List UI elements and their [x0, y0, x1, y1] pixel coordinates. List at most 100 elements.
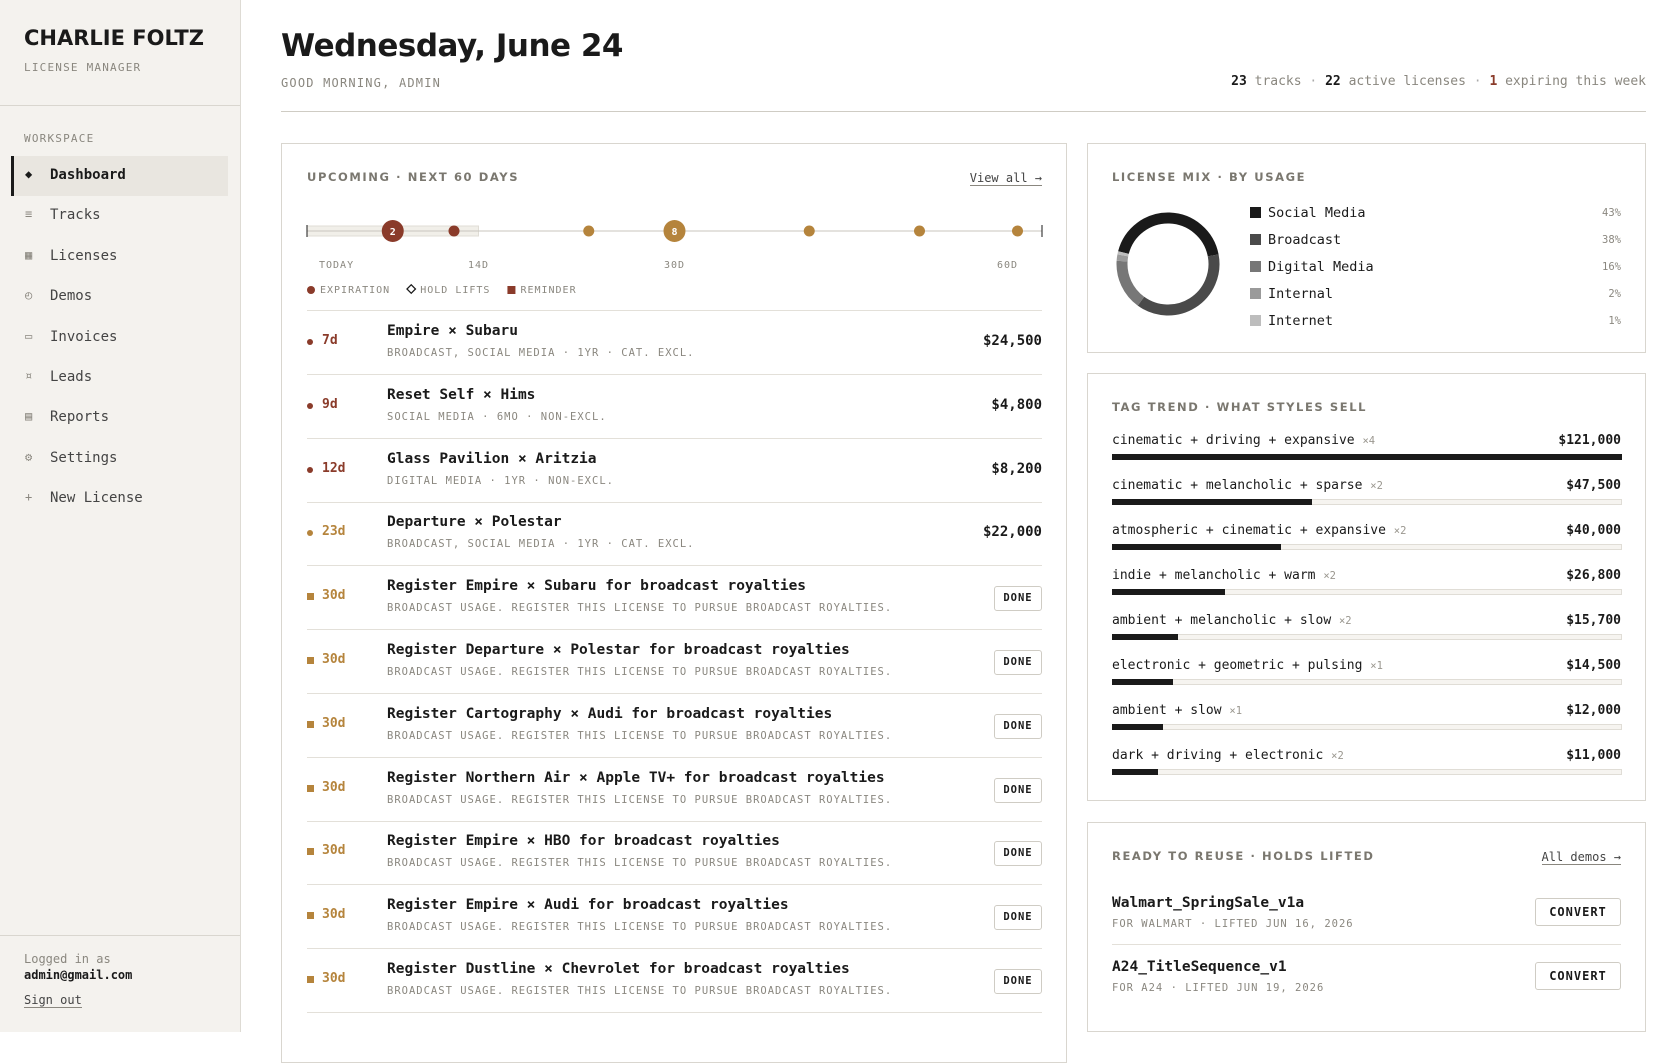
nav-item[interactable]: ◴ Demos	[11, 277, 228, 317]
tag-value: $15,700	[1566, 613, 1621, 628]
nav-item[interactable]: ◆ Dashboard	[11, 156, 228, 196]
legend-swatch	[1250, 288, 1261, 299]
nav-label: New License	[50, 490, 143, 507]
bar	[1112, 454, 1622, 460]
bar	[1112, 769, 1159, 775]
sign-out[interactable]: Sign out	[24, 993, 82, 1008]
done-button[interactable]: DONE	[994, 713, 1042, 739]
timeline-marker	[914, 225, 925, 237]
tag-names: indie + melancholic + warm	[1112, 568, 1316, 583]
convert-button[interactable]: CONVERT	[1535, 962, 1621, 990]
upcoming-card: UPCOMING · NEXT 60 DAYS View all → TODAY…	[281, 143, 1067, 1063]
license-mix-card: LICENSE MIX · BY USAGE Social Media 43% Br…	[1087, 143, 1646, 353]
demo-detail: FOR A24 · LIFTED JUN 19, 2026	[1112, 982, 1325, 994]
stat-value: 1	[1489, 74, 1498, 89]
upcoming-item: 23d Departure × Polestar BROADCAST, SOCIAL…	[307, 502, 1042, 567]
done-button[interactable]: DONE	[994, 841, 1042, 867]
item-detail: BROADCAST, SOCIAL MEDIA · 1YR · CAT. EXC…	[387, 347, 695, 359]
item-detail: BROADCAST, SOCIAL MEDIA · 1YR · CAT. EXC…	[387, 538, 695, 551]
divider	[307, 310, 1042, 311]
tag-count: ×2	[1331, 750, 1344, 762]
done-button[interactable]: DONE	[994, 650, 1042, 675]
nav-item[interactable]: ≡ Tracks	[11, 196, 228, 236]
nav-item[interactable]: ¤ Leads	[11, 358, 228, 398]
item-amount: $24,500	[982, 333, 1042, 349]
tag-names: ambient + melancholic + slow	[1112, 613, 1332, 628]
item-detail: DIGITAL MEDIA · 1YR · NON-EXCL.	[387, 474, 614, 487]
legend-label: Broadcast	[1268, 232, 1342, 248]
nav-icon: ◆	[25, 167, 33, 181]
done-button[interactable]: DONE	[994, 777, 1042, 803]
legend-swatch	[1250, 234, 1261, 245]
upcoming-item: 30d Register Empire × HBO for broadcast r…	[307, 821, 1042, 886]
nav-item[interactable]: ▦ Licenses	[11, 237, 228, 277]
tag-names: dark + driving + electronic	[1112, 748, 1324, 763]
legend-swatch	[1250, 261, 1261, 272]
bar-track	[1112, 769, 1622, 775]
nav-label: Leads	[50, 369, 93, 385]
tag-count: ×1	[1370, 660, 1383, 672]
divider	[0, 105, 240, 106]
upcoming-item: 30d Register Dustline × Chevrolet for bro…	[307, 949, 1042, 1013]
nav-item[interactable]: ▭ Invoices	[11, 318, 228, 358]
nav-item[interactable]: ⚙ Settings	[11, 439, 228, 479]
view-all[interactable]: View all →	[969, 171, 1042, 186]
tag-label: cinematic + driving + expansive ×4	[1112, 433, 1375, 448]
item-days: 30d	[322, 971, 346, 986]
card-title: READY TO REUSE · HOLDS LIFTED	[1112, 849, 1375, 863]
nav-icon: ◴	[25, 288, 33, 303]
item-detail: BROADCAST USAGE. REGISTER THIS LICENSE T…	[387, 921, 893, 934]
tag-names: atmospheric + cinematic + expansive	[1112, 523, 1386, 538]
upcoming-item: 9d Reset Self × Hims SOCIAL MEDIA · 6MO · …	[307, 375, 1042, 439]
item-days: 30d	[322, 715, 346, 731]
item-marker	[307, 976, 314, 983]
separator: ·	[1465, 74, 1490, 89]
legend-value: 2%	[1608, 288, 1621, 300]
donut-segment	[1118, 212, 1219, 257]
nav-label: Reports	[50, 409, 110, 426]
card-title: LICENSE MIX · BY USAGE	[1112, 170, 1307, 184]
item-detail: BROADCAST USAGE. REGISTER THIS LICENSE T…	[387, 666, 893, 678]
reuse-card: READY TO REUSE · HOLDS LIFTED All demos …	[1087, 822, 1646, 1032]
done-button[interactable]: DONE	[994, 969, 1042, 994]
upcoming-item: 30d Register Departure × Polestar for bro…	[307, 630, 1042, 694]
nav-label: Settings	[50, 449, 118, 466]
done-button[interactable]: DONE	[994, 905, 1042, 931]
item-title: Register Empire × Audi for broadcast roy…	[387, 897, 789, 914]
nav-item[interactable]: + New License	[11, 479, 228, 519]
donut	[1116, 212, 1220, 316]
item-days: 12d	[322, 460, 346, 476]
item-days: 9d	[322, 396, 338, 412]
legend-symbol	[307, 286, 315, 294]
separator: ·	[1301, 74, 1326, 89]
nav-icon: ▤	[25, 409, 33, 424]
convert-button[interactable]: CONVERT	[1535, 898, 1621, 926]
item-marker	[307, 720, 314, 728]
sidebar: CHARLIE FOLTZ LICENSE MANAGER WORKSPACE …	[0, 0, 241, 1032]
done-button[interactable]: DONE	[994, 586, 1042, 612]
upcoming-item: 12d Glass Pavilion × Aritzia DIGITAL MEDIA…	[307, 439, 1042, 503]
nav-item[interactable]: ▤ Reports	[11, 398, 228, 438]
all-demos[interactable]: All demos →	[1541, 850, 1621, 865]
item-marker	[307, 593, 314, 601]
tag-value: $11,000	[1566, 748, 1621, 763]
item-amount: $22,000	[982, 524, 1042, 541]
timeline-tick-label: 60D	[997, 260, 1018, 271]
tag-value: $47,500	[1566, 478, 1621, 493]
nav-label: Tracks	[50, 207, 101, 224]
nav-label: Demos	[50, 288, 93, 305]
logged-in-label: Logged in as	[24, 952, 111, 966]
timeline-tick-label: 14D	[468, 260, 489, 271]
item-amount: $8,200	[991, 460, 1042, 477]
item-title: Empire × Subaru	[387, 323, 518, 339]
donut-segment	[1116, 260, 1145, 306]
item-detail: SOCIAL MEDIA · 6MO · NON-EXCL.	[387, 410, 607, 423]
tag-label: cinematic + melancholic + sparse ×2	[1112, 478, 1383, 493]
item-days: 30d	[322, 907, 346, 923]
item-days: 30d	[322, 843, 346, 859]
donut-segment	[1117, 251, 1129, 257]
legend-label: Social Media	[1268, 205, 1366, 221]
tag-count: ×2	[1393, 525, 1407, 537]
item-marker	[307, 339, 313, 345]
item-title: Reset Self × Hims	[387, 386, 536, 403]
